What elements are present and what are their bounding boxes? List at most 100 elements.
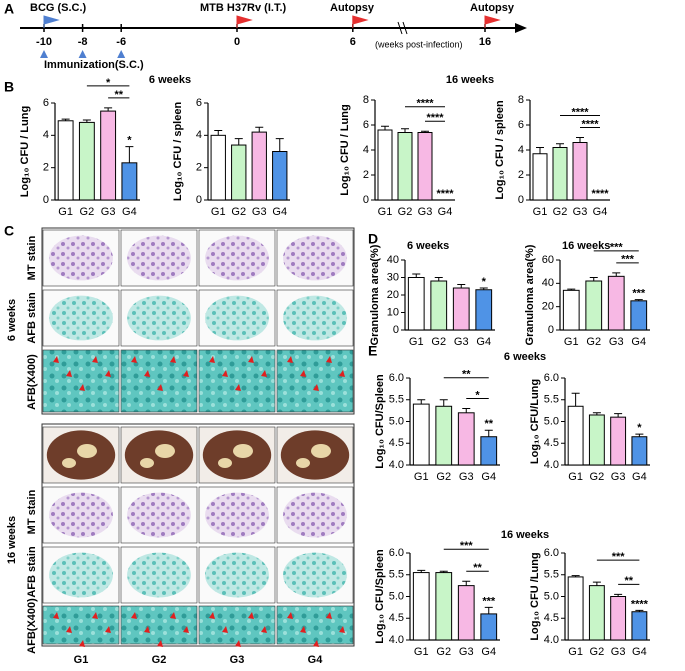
x-tick-label: G2 xyxy=(231,206,246,218)
lesion xyxy=(296,458,310,468)
tissue xyxy=(49,235,113,281)
bar xyxy=(210,134,226,201)
significance-label: ** xyxy=(114,89,123,101)
significance-label: * xyxy=(106,77,111,89)
x-tick-label: G4 xyxy=(632,646,647,658)
histology-cell xyxy=(42,349,120,413)
arrowhead xyxy=(92,356,98,363)
histology-cell xyxy=(198,349,276,413)
y-tick-label: 6.0 xyxy=(389,372,404,384)
error-bar xyxy=(576,137,584,143)
x-tick-label: G2 xyxy=(431,336,446,348)
x-tick-label: G3 xyxy=(573,206,588,218)
bar xyxy=(457,585,475,641)
x-tick-label: G2 xyxy=(436,471,451,483)
y-tick-label: 2 xyxy=(43,162,49,174)
flag xyxy=(43,15,60,28)
lesion xyxy=(218,458,232,468)
timeline-label: Autopsy xyxy=(470,2,515,14)
bar xyxy=(475,289,493,331)
arrowhead xyxy=(53,612,59,619)
bar-annotation: * xyxy=(637,422,642,434)
bar xyxy=(57,120,74,201)
error-bar xyxy=(462,580,471,586)
significance-label: *** xyxy=(621,254,635,266)
histology-column: G3 xyxy=(230,654,245,666)
y-tick-label: 5.0 xyxy=(389,590,404,602)
x-tick-label: G1 xyxy=(568,646,583,658)
y-tick-label: 5.0 xyxy=(389,415,404,427)
x-tick-label: G2 xyxy=(553,206,568,218)
arrowhead xyxy=(300,626,306,633)
x-tick-label: G2 xyxy=(398,206,413,218)
y-tick-label: 0 xyxy=(196,194,202,206)
axis-break xyxy=(397,21,408,35)
x-tick-label: G3 xyxy=(611,471,626,483)
x-tick-label: G3 xyxy=(609,336,624,348)
error-bar xyxy=(439,399,448,407)
arrowhead xyxy=(300,370,306,377)
bar xyxy=(607,275,625,331)
arrowhead xyxy=(235,640,241,647)
y-tick-label: 4 xyxy=(43,129,49,141)
significance-label: **** xyxy=(416,98,434,110)
histology-group: 6 weeks xyxy=(6,299,18,341)
y-tick-label: 6.0 xyxy=(544,547,559,559)
arrowhead xyxy=(248,612,254,619)
arrowhead xyxy=(339,370,345,377)
tissue xyxy=(127,295,191,341)
tissue xyxy=(205,492,269,538)
arrowhead xyxy=(235,384,241,391)
timeline-tick-label: 6 xyxy=(350,36,356,48)
flag xyxy=(352,15,369,28)
y-tick-label: 6.0 xyxy=(389,547,404,559)
bar xyxy=(251,131,267,201)
timeline-tick-label: -8 xyxy=(78,36,88,48)
x-tick-label: G3 xyxy=(611,646,626,658)
bar-annotation: * xyxy=(482,276,487,288)
x-tick-label: G2 xyxy=(590,646,605,658)
y-axis-label: Log₁₀ CFU/Spleen xyxy=(374,374,386,469)
x-tick-label: G2 xyxy=(80,206,95,218)
tissue xyxy=(49,552,113,598)
y-tick-label: 0 xyxy=(43,194,49,206)
error-bar xyxy=(592,412,601,415)
y-tick-label: 2 xyxy=(518,169,524,181)
flag xyxy=(484,15,501,28)
histology-row: AFB stain xyxy=(26,292,38,344)
error-bar xyxy=(125,146,134,163)
lesion xyxy=(140,458,154,468)
y-tick-label: 4.0 xyxy=(389,459,404,471)
tissue xyxy=(127,552,191,598)
bar xyxy=(567,576,584,641)
histology-cell xyxy=(276,605,354,645)
bar xyxy=(121,162,138,201)
error-bar xyxy=(634,299,643,301)
y-tick-label: 5.0 xyxy=(544,590,559,602)
error-bar xyxy=(635,609,644,612)
timeline-label: Immunization(S.C.) xyxy=(44,59,144,71)
error-bar xyxy=(412,273,421,278)
arrowhead xyxy=(222,370,228,377)
error-bar xyxy=(417,569,426,573)
timeline-unit: (weeks post-infection) xyxy=(375,39,463,49)
bar xyxy=(631,436,648,466)
x-tick-label: G4 xyxy=(272,206,287,218)
arrowhead xyxy=(261,370,267,377)
panel-label: E xyxy=(368,343,377,359)
y-axis-label: Granuloma area(%) xyxy=(369,244,381,345)
arrowhead xyxy=(287,612,293,619)
bar xyxy=(100,110,117,201)
y-tick-label: 8 xyxy=(363,94,369,106)
error-bar xyxy=(536,147,544,154)
significance-label: ** xyxy=(473,562,482,574)
bar xyxy=(562,289,580,331)
immunization-arrow xyxy=(117,50,126,58)
arrowhead xyxy=(105,370,111,377)
panel-label: C xyxy=(4,223,14,239)
y-axis-label: Log₁₀ CFU / Lung xyxy=(19,106,31,197)
y-axis-label: Log₁₀ CFU / Lung xyxy=(339,104,351,195)
bar-annotation: **** xyxy=(631,598,649,610)
y-tick-label: 4.5 xyxy=(544,437,559,449)
